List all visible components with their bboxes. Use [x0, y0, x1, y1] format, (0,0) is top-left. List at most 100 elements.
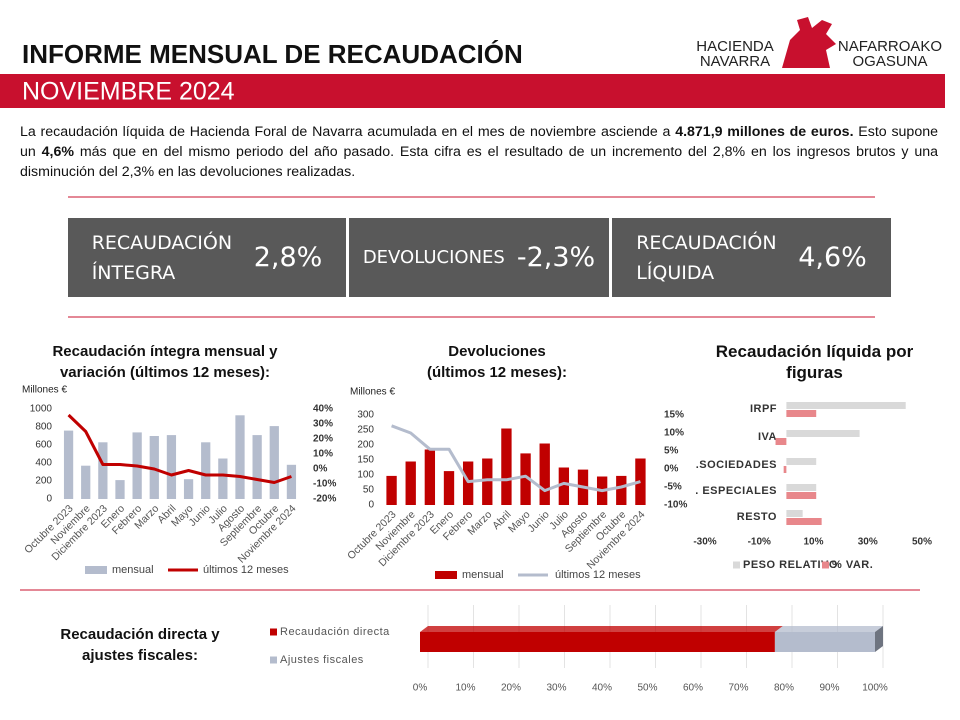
legend-label: PESO RELATIVO	[743, 559, 838, 571]
kpi-value: 2,8%	[253, 242, 323, 273]
y2-tick-label: -5%	[664, 482, 682, 493]
bar	[501, 428, 512, 505]
bar	[81, 465, 91, 499]
bar	[462, 461, 474, 505]
kpi-label: RECAUDACIÓN LÍQUIDA	[636, 231, 777, 284]
category-label: IRPF	[750, 403, 777, 415]
bar	[218, 458, 228, 499]
line	[391, 424, 641, 493]
x-tick-label: 20%	[501, 683, 521, 694]
y-tick-label: 1000	[30, 404, 53, 415]
legend-swatch	[435, 571, 457, 579]
y-tick-label: 100	[357, 470, 374, 481]
kpi-label: RECAUDACIÓN ÍNTEGRA	[91, 231, 233, 284]
report-subtitle: NOVIEMBRE 2024	[22, 78, 235, 106]
legend-swatch	[270, 656, 277, 664]
y-tick-label: 50	[363, 485, 375, 496]
bar-end	[875, 626, 883, 652]
report-title: INFORME MENSUAL DE RECAUDACIÓN	[22, 39, 523, 69]
line	[67, 413, 292, 484]
intro-text: 4,6%	[41, 144, 74, 160]
category-label: IVA	[758, 431, 777, 443]
y2-tick-label: 0%	[664, 464, 679, 475]
bar	[63, 430, 74, 499]
x-tick-label: 40%	[592, 683, 612, 694]
intro-text: La recaudación líquida de Hacienda Foral…	[20, 124, 676, 140]
y2-tick-label: -10%	[664, 500, 687, 511]
y-tick-label: 200	[35, 476, 52, 487]
y-axis-label: Millones €	[350, 387, 395, 398]
legend-swatch	[270, 628, 277, 636]
bar	[183, 479, 194, 499]
y2-tick-label: 40%	[313, 404, 333, 415]
bar	[558, 467, 570, 505]
bar	[775, 438, 787, 445]
bar	[115, 480, 125, 499]
y-tick-label: 200	[357, 440, 374, 451]
x-tick-label: 10%	[803, 537, 823, 548]
y-tick-label: 600	[35, 440, 52, 451]
intro-text: Esto supone un	[20, 124, 938, 160]
x-tick-label: -30%	[693, 537, 716, 548]
bar	[420, 632, 775, 652]
bar	[424, 449, 436, 505]
y2-tick-label: -10%	[313, 479, 336, 490]
bar	[786, 402, 906, 409]
x-tick-label: 0%	[413, 683, 428, 694]
legend-label: Recaudación directa	[280, 626, 390, 638]
logo-text: NAFARROAKO	[838, 38, 942, 55]
x-tick-label: 60%	[683, 683, 703, 694]
legend-swatch	[733, 561, 740, 569]
y2-tick-label: -20%	[313, 494, 336, 505]
kpi-value: -2,3%	[516, 242, 596, 273]
bar	[786, 410, 817, 417]
bar	[386, 475, 397, 505]
bar-top	[774, 626, 883, 632]
kpi-label: DEVOLUCIONES	[362, 246, 505, 268]
x-tick-label: 30%	[858, 537, 878, 548]
bar	[786, 484, 817, 491]
legend-label: últimos 12 meses	[203, 564, 289, 576]
y-tick-label: 300	[357, 410, 374, 421]
y-tick-label: 0	[46, 494, 52, 505]
bar	[201, 442, 211, 499]
bar	[786, 518, 822, 525]
legend-label: últimos 12 meses	[555, 569, 641, 581]
bar	[783, 466, 787, 473]
bar	[786, 458, 817, 465]
category-label: RESTO	[737, 511, 777, 523]
chart-title: Recaudación íntegra mensual y variación …	[52, 343, 278, 381]
logo-text: OGASUNA	[852, 53, 927, 70]
logo-text: HACIENDA	[696, 38, 774, 55]
legend-label: % VAR.	[832, 559, 873, 571]
x-tick-label: 100%	[862, 683, 888, 694]
bar	[786, 510, 803, 517]
bar	[98, 442, 108, 499]
category-label: . ESPECIALES	[695, 485, 777, 497]
bar	[482, 458, 493, 505]
bar	[520, 453, 531, 505]
y-tick-label: 800	[35, 422, 52, 433]
kpi-value: 4,6%	[798, 242, 867, 273]
y-tick-label: 150	[357, 455, 374, 466]
title-band	[0, 74, 945, 108]
x-tick-label: Junio	[526, 508, 552, 534]
kpi-box: RECAUDACIÓN LÍQUIDA 4,6%	[612, 218, 891, 297]
category-label: .SOCIEDADES	[696, 459, 777, 471]
y-tick-label: 400	[35, 458, 52, 469]
y2-tick-label: 0%	[313, 464, 328, 475]
y2-tick-label: 15%	[664, 410, 684, 421]
kpi-box: RECAUDACIÓN ÍNTEGRA 2,8%	[68, 218, 346, 297]
chart-title: Devoluciones (últimos 12 meses):	[426, 343, 568, 381]
bar	[252, 435, 262, 499]
x-tick-label: 30%	[546, 683, 566, 694]
bar	[405, 461, 416, 505]
x-tick-label: 50%	[637, 683, 657, 694]
y-tick-label: 0	[368, 500, 374, 511]
bar	[269, 426, 279, 499]
x-tick-label: 50%	[912, 537, 932, 548]
legend-label: Ajustes fiscales	[280, 654, 364, 666]
